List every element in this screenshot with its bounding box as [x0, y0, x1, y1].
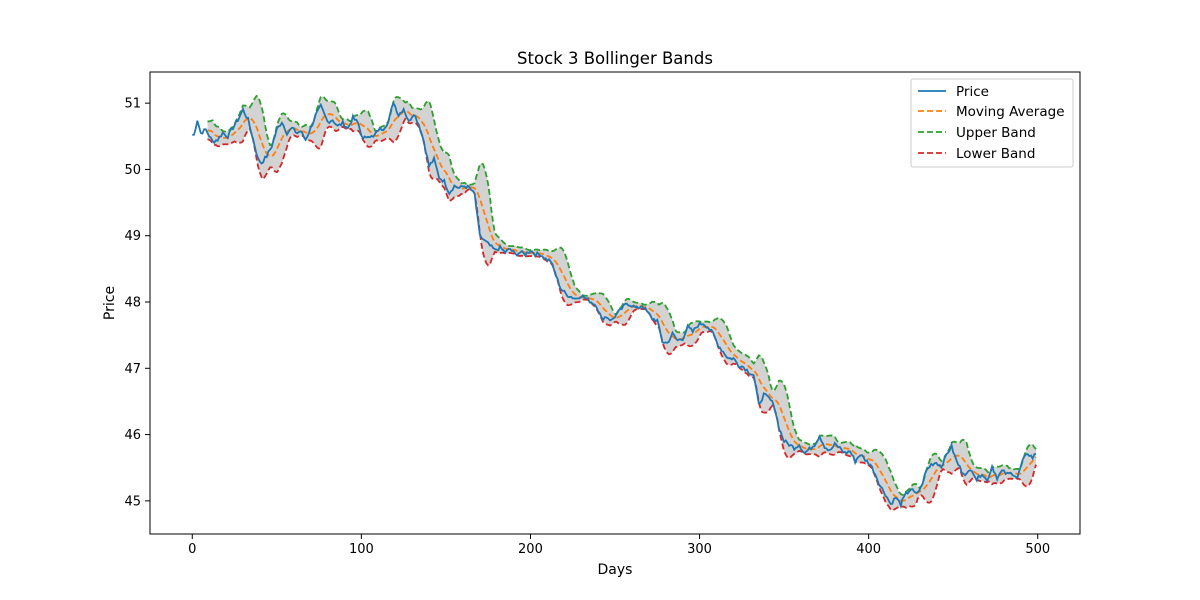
- x-axis: 0 100 200 300 400 500: [188, 534, 1050, 557]
- legend-label-moving-average: Moving Average: [956, 104, 1065, 120]
- upper-band-line: [207, 94, 1037, 496]
- legend: Price Moving Average Upper Band Lower Ba…: [910, 78, 1074, 168]
- x-tick-label: 300: [687, 542, 712, 557]
- chart-title: Stock 3 Bollinger Bands: [517, 49, 713, 68]
- legend-box: [910, 78, 1074, 168]
- x-tick-label: 200: [518, 542, 543, 557]
- y-tick-label: 45: [124, 494, 141, 509]
- moving-average-line: [207, 109, 1037, 502]
- price-line: [192, 101, 1037, 510]
- y-tick-label: 48: [124, 296, 141, 311]
- x-tick-label: 400: [856, 542, 881, 557]
- x-tick-label: 100: [349, 542, 374, 557]
- legend-label-upper-band: Upper Band: [956, 125, 1036, 141]
- y-tick-label: 50: [124, 163, 141, 178]
- x-axis-title: Days: [598, 562, 633, 578]
- y-tick-label: 51: [124, 97, 141, 112]
- legend-label-price: Price: [956, 84, 989, 100]
- y-tick-label: 49: [124, 229, 141, 244]
- plot-frame: [149, 71, 1081, 535]
- y-tick-label: 47: [124, 362, 141, 377]
- lower-band-line: [207, 117, 1037, 512]
- x-tick-label: 500: [1025, 542, 1050, 557]
- legend-label-lower-band: Lower Band: [956, 146, 1035, 162]
- x-tick-label: 0: [188, 542, 196, 557]
- y-axis: 45 46 47 48 49 50 51: [124, 97, 150, 509]
- y-axis-title: Price: [102, 286, 118, 320]
- plot-area: [192, 94, 1037, 512]
- y-tick-label: 46: [124, 428, 141, 443]
